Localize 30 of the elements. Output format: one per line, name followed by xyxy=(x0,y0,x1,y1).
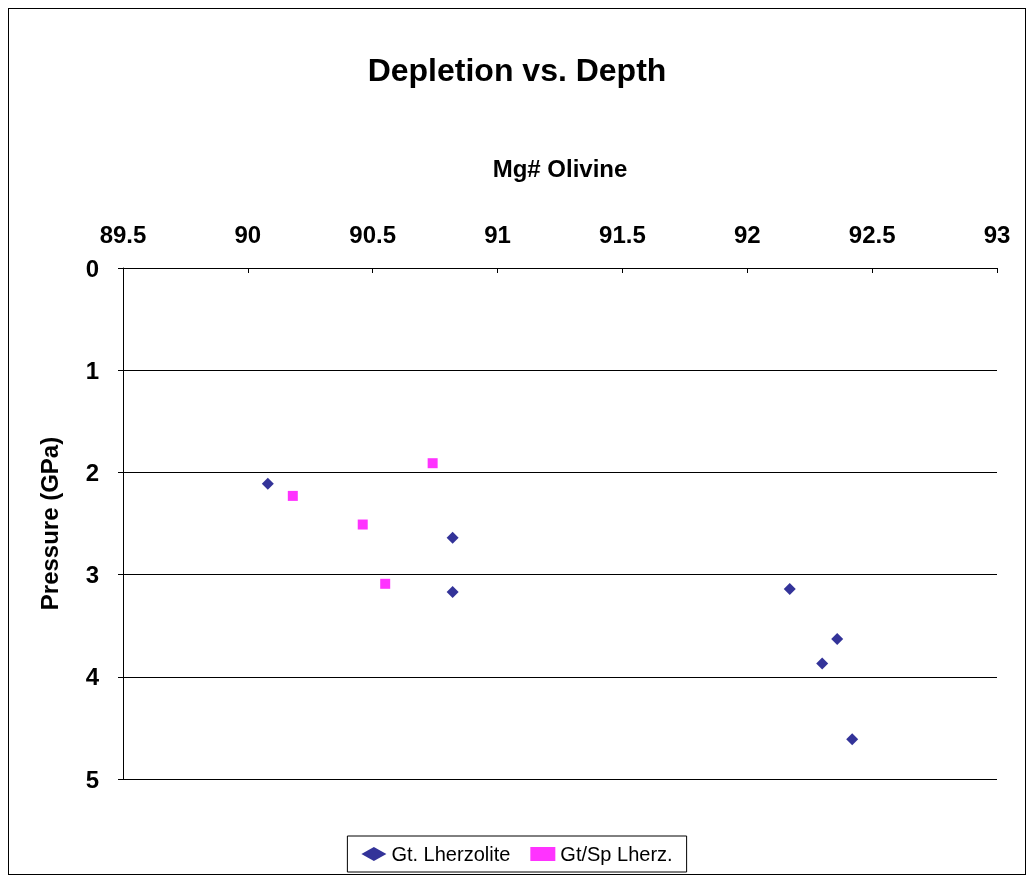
point xyxy=(846,733,859,746)
x-tick-label: 91.5 xyxy=(599,220,646,248)
x-tick-label: 93 xyxy=(983,220,1011,248)
point xyxy=(287,490,298,501)
x-tick-label: 90.5 xyxy=(349,220,397,248)
y-tick-label: 3 xyxy=(85,561,99,589)
point xyxy=(380,578,391,589)
point xyxy=(427,458,438,469)
y-tick-label: 1 xyxy=(85,356,99,384)
point xyxy=(446,585,459,598)
point xyxy=(783,582,796,595)
y-tick-label: 5 xyxy=(85,765,99,793)
x-tick-label: 89.5 xyxy=(99,220,147,248)
point xyxy=(831,632,844,645)
y-axis-title: Pressure (GPa) xyxy=(35,436,63,611)
x-tick-label: 90 xyxy=(234,220,262,248)
x-axis-title: Mg# Olivine xyxy=(492,154,628,182)
point xyxy=(357,519,368,530)
x-tick-label: 92 xyxy=(733,220,761,248)
y-tick-label: 0 xyxy=(85,254,99,282)
chart-title: Depletion vs. Depth xyxy=(367,52,667,88)
point xyxy=(446,531,459,544)
x-tick-label: 92.5 xyxy=(848,220,896,248)
point xyxy=(816,657,829,670)
legend-label: Gt/Sp Lherz. xyxy=(560,843,673,865)
x-tick-label: 91 xyxy=(484,220,511,248)
point xyxy=(261,477,274,490)
legend-label: Gt. Lherzolite xyxy=(391,843,511,865)
y-tick-label: 2 xyxy=(85,458,99,486)
y-tick-label: 4 xyxy=(85,663,100,691)
